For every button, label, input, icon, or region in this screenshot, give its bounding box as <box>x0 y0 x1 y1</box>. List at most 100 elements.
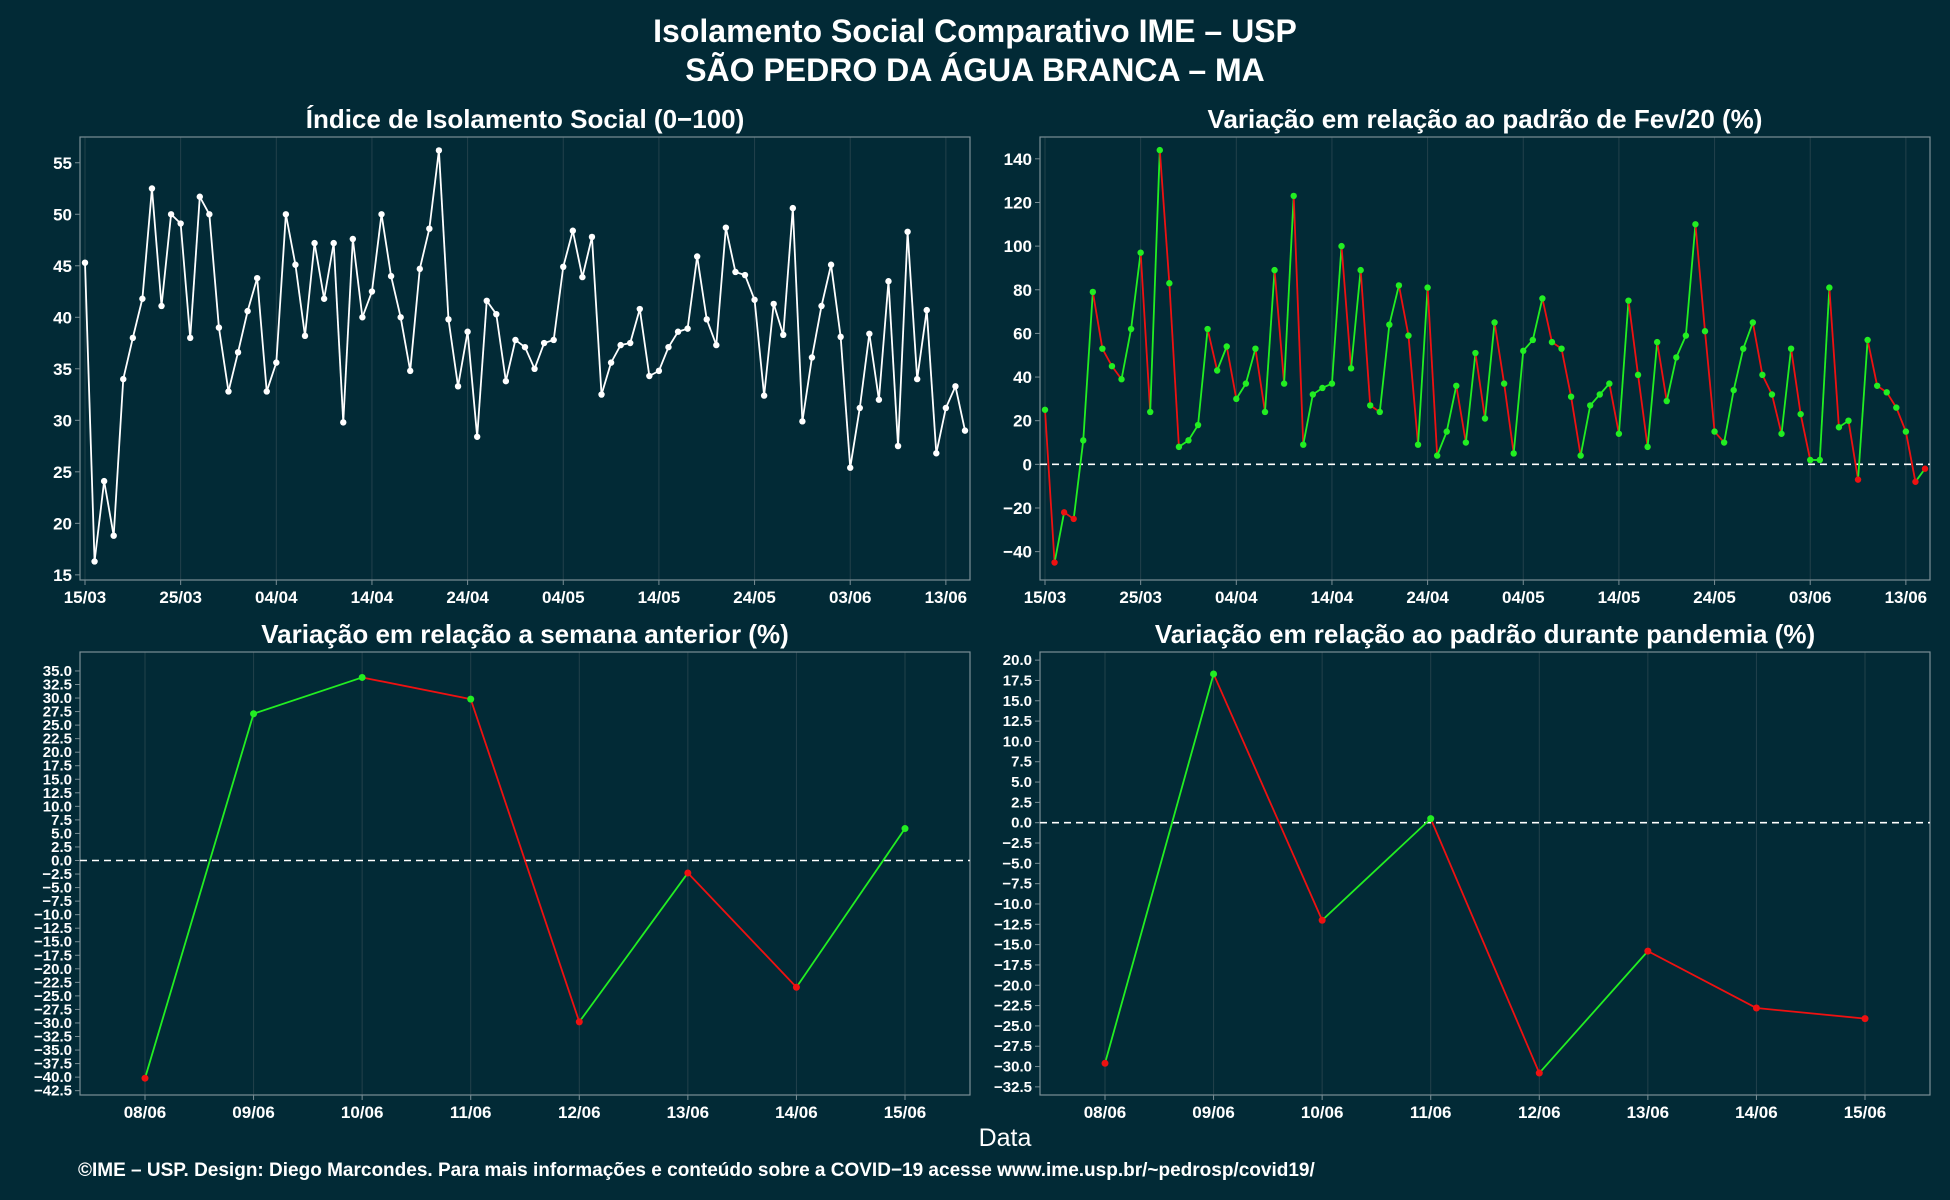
series-segment <box>371 214 383 292</box>
y-tick-label: −17.5 <box>994 957 1032 974</box>
series-segment <box>218 327 230 392</box>
data-point <box>1634 371 1642 379</box>
data-point <box>387 272 395 280</box>
y-tick-label: −15.0 <box>34 934 72 951</box>
data-point <box>196 193 203 200</box>
data-point <box>1300 441 1307 448</box>
data-point <box>1414 441 1422 448</box>
series-segment <box>744 274 756 301</box>
series-segment <box>1656 341 1668 402</box>
plot-frame <box>79 136 971 581</box>
series-segment <box>887 281 899 447</box>
x-tick-label: 24/05 <box>733 588 776 607</box>
series-segment <box>1646 342 1659 447</box>
data-point <box>792 983 800 991</box>
data-point <box>607 359 615 366</box>
y-tick-label: −27.5 <box>34 1001 72 1018</box>
series-segment <box>562 230 574 268</box>
chart-isolamento-panel: Índice de Isolamento Social (0−100) 15 20… <box>53 104 971 607</box>
data-point <box>1060 509 1068 516</box>
data-point <box>483 297 490 305</box>
series-segment <box>294 264 306 336</box>
data-point <box>244 307 251 315</box>
series-segment <box>1756 1007 1866 1020</box>
series-segment <box>1149 150 1161 412</box>
x-tick-label: 11/06 <box>1410 1103 1452 1122</box>
x-tick-label: 15/06 <box>884 1103 927 1122</box>
data-point <box>1223 343 1230 350</box>
series-segment <box>849 407 861 468</box>
data-point <box>1752 1004 1760 1012</box>
data-point <box>416 265 423 273</box>
data-point <box>359 314 366 321</box>
data-point <box>177 220 184 227</box>
data-point <box>1778 430 1785 437</box>
y-tick-label: 120 <box>1004 193 1032 212</box>
data-point <box>1338 242 1345 250</box>
series-segment <box>524 346 536 370</box>
y-tick-label: −10.0 <box>994 896 1032 913</box>
data-point <box>1893 404 1900 411</box>
data-point <box>1319 384 1326 392</box>
series-segment <box>629 308 641 344</box>
y-tick-label: 5.0 <box>1011 774 1032 791</box>
x-tick-label: 15/03 <box>64 588 107 607</box>
chart-fev20-title: Variação em relação ao padrão de Fev/20 … <box>1208 104 1763 134</box>
series-segment <box>1130 252 1142 330</box>
y-tick-label: 5.0 <box>51 825 72 842</box>
data-point <box>139 295 146 302</box>
chart-fev20-panel: Variação em relação ao padrão de Fev/20 … <box>1003 104 1931 607</box>
data-point <box>1797 410 1804 418</box>
series-segment <box>839 336 852 468</box>
series-segment <box>1254 348 1266 413</box>
series-segment <box>533 342 545 370</box>
x-tick-label: 24/04 <box>446 588 489 607</box>
series-segment <box>1570 396 1582 456</box>
series-segment <box>638 308 651 377</box>
series-segment <box>1866 339 1879 386</box>
data-point <box>100 477 108 485</box>
data-point <box>1080 437 1087 444</box>
data-point <box>1041 406 1049 413</box>
series-segment <box>795 828 906 988</box>
data-point <box>827 261 835 268</box>
series-segment <box>253 676 363 715</box>
y-tick-label: 32.5 <box>43 676 72 693</box>
series-segment <box>772 303 785 336</box>
series-segment <box>1206 328 1219 371</box>
y-tick-label: 30.0 <box>43 690 72 707</box>
series-segment <box>868 333 880 400</box>
series-segment <box>112 379 125 536</box>
y-tick-label: −40.0 <box>34 1069 72 1086</box>
data-point <box>1318 916 1326 924</box>
chart-pandemia-title: Variação em relação ao padrão durante pa… <box>1155 619 1815 649</box>
y-tick-label: 17.5 <box>43 758 72 775</box>
x-tick-label: 15/03 <box>1024 588 1067 607</box>
data-point <box>1673 354 1680 361</box>
series-segment <box>1484 322 1496 419</box>
x-tick-label: 14/04 <box>351 588 394 607</box>
data-point <box>1089 288 1097 296</box>
series-segment <box>1216 346 1228 371</box>
x-tick-label: 04/04 <box>255 588 298 607</box>
data-point <box>1921 465 1929 472</box>
series-segment <box>715 227 727 346</box>
x-tick-label: 14/06 <box>775 1103 818 1122</box>
data-point <box>1912 478 1919 485</box>
series-segment <box>1264 270 1276 413</box>
y-tick-label: 25 <box>53 463 72 482</box>
series-segment <box>1675 335 1687 358</box>
series-segment <box>84 262 96 562</box>
data-point <box>751 296 758 303</box>
y-tick-label: 22.5 <box>43 731 72 748</box>
y-tick-label: 20 <box>53 514 72 533</box>
data-point <box>473 433 481 440</box>
data-point <box>1462 439 1470 446</box>
data-point <box>636 305 643 313</box>
series-segment <box>820 264 832 307</box>
series-segment <box>1904 431 1917 482</box>
data-point <box>818 302 825 310</box>
data-point <box>234 349 242 356</box>
x-tick-label: 10/06 <box>341 1103 384 1122</box>
series-segment <box>131 298 144 339</box>
